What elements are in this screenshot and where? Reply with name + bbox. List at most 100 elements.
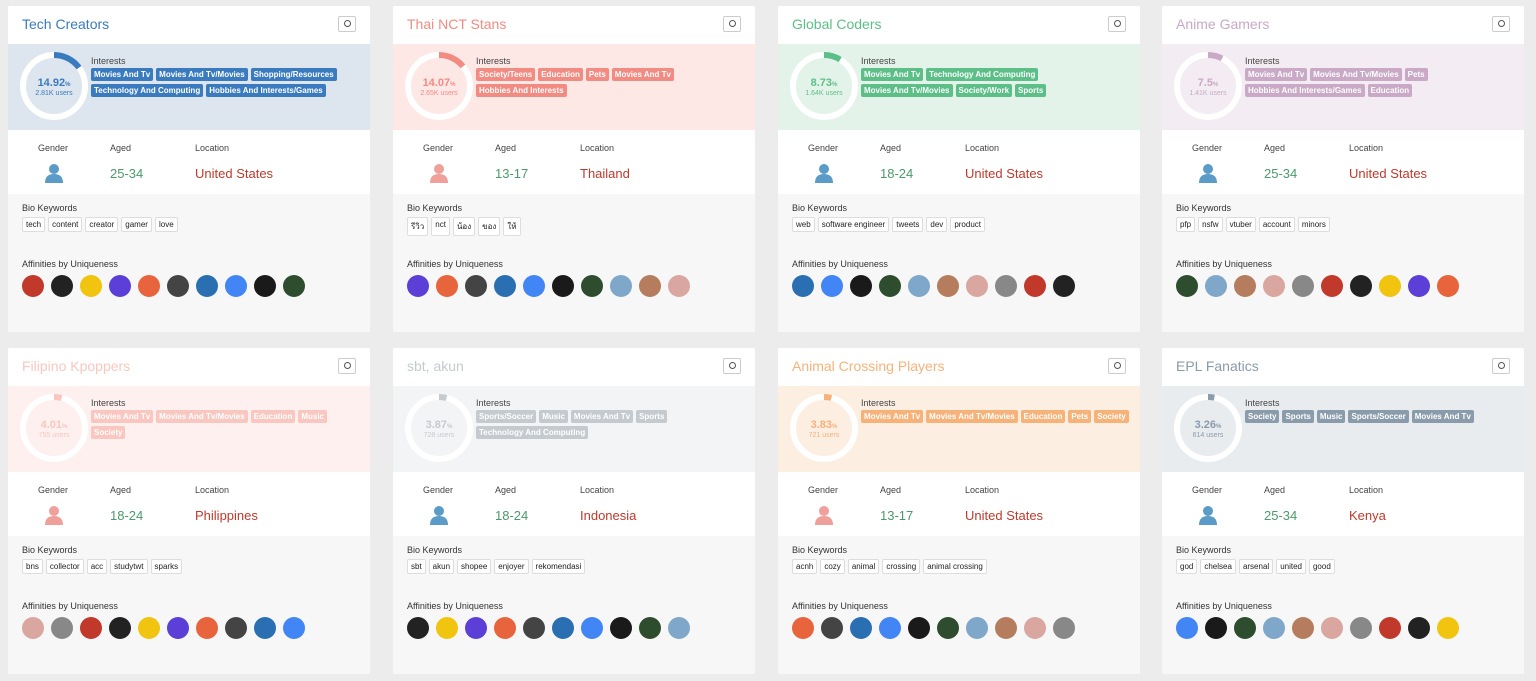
affinity-icon: [254, 617, 276, 639]
bio-tag: rekomendasi: [531, 559, 586, 574]
aged-label: Aged: [880, 485, 902, 495]
bio-label: Bio Keywords: [407, 545, 463, 555]
ring-arc: [823, 394, 833, 401]
interest-tag: Society/Work: [955, 84, 1013, 97]
body: [1199, 516, 1217, 525]
bio-section: Bio Keywords sbt akun shopee enjoyer rekomend…: [393, 536, 755, 674]
head: [434, 164, 444, 174]
location-label: Location: [580, 143, 615, 153]
location-label: Location: [580, 485, 615, 495]
affinity-icon: [1234, 275, 1256, 297]
bio-tag: รีวิว: [407, 217, 429, 236]
card: Anime Gamers 7.5% 1.41K users Interests Movi…: [1162, 6, 1524, 332]
affinity-icon: [552, 275, 574, 297]
bio-tags: pfp nsfw vtuber account minors: [1176, 217, 1330, 232]
location-value: Kenya: [1349, 508, 1386, 523]
affinity-icon: [1205, 617, 1227, 639]
affinity-icon: [1053, 617, 1075, 639]
affinity-icon: [109, 617, 131, 639]
affinity-icon: [138, 617, 160, 639]
bio-tag: akun: [428, 559, 455, 574]
interest-tag: Movies And Tv/Movies: [1310, 68, 1402, 81]
affinity-icon: [1053, 275, 1075, 297]
percent-value: 4.01: [40, 419, 63, 431]
bio-label: Bio Keywords: [1176, 545, 1232, 555]
percent: 3.83%: [788, 419, 860, 431]
aged-label: Aged: [495, 143, 517, 153]
affinity-icon: [1321, 617, 1343, 639]
bio-section: Bio Keywords bns collector acc studytwt spark…: [8, 536, 370, 674]
bio-tag: arsenal: [1238, 559, 1274, 574]
aged-value: 18-24: [495, 508, 529, 523]
card-title: Tech Creators: [22, 16, 110, 32]
bio-tag: software engineer: [817, 217, 890, 232]
head: [1203, 506, 1213, 516]
body: [430, 516, 448, 525]
card-title: Anime Gamers: [1176, 16, 1270, 32]
interest-tag: Movies And Tv: [861, 410, 924, 423]
interest-tags: Movies And Tv Movies And Tv/Movies Educati…: [861, 410, 1131, 423]
bio-tag: united: [1276, 559, 1306, 574]
bio-tag: shopee: [457, 559, 492, 574]
affinity-icon: [523, 275, 545, 297]
users: 2.65K users: [420, 90, 458, 97]
interest-tag: Education: [1367, 84, 1413, 97]
affinity-icon: [407, 275, 429, 297]
export-button[interactable]: [1492, 16, 1510, 32]
aged-value: 13-17: [495, 166, 529, 181]
gender-icon: [45, 164, 63, 183]
affinity-icon: [639, 617, 661, 639]
interest-tag: Movies And Tv/Movies: [926, 410, 1018, 423]
interest-tag: Technology And Computing: [926, 68, 1039, 81]
affinities-label: Affinities by Uniqueness: [792, 601, 888, 611]
aged-label: Aged: [880, 143, 902, 153]
gender-label: Gender: [423, 143, 454, 153]
interest-tag: Shopping/Resources: [250, 68, 337, 81]
bio-section: Bio Keywords god chelsea arsenal united good A…: [1162, 536, 1524, 674]
export-button[interactable]: [338, 358, 356, 374]
card: sbt, akun 3.87% 728 users Interests Sports/S…: [393, 348, 755, 674]
interest-band: 8.73% 1.64K users Interests Movies And Tv Te…: [778, 44, 1140, 130]
bio-tag: ของ: [478, 217, 501, 236]
users: 728 users: [423, 432, 455, 439]
export-button[interactable]: [1108, 16, 1126, 32]
bio-tag: enjoyer: [494, 559, 529, 574]
gender-label: Gender: [808, 485, 839, 495]
export-button[interactable]: [338, 16, 356, 32]
aged-value: 18-24: [110, 508, 144, 523]
bio-tag: vtuber: [1225, 217, 1256, 232]
export-button[interactable]: [723, 358, 741, 374]
interest-tag: Education: [538, 68, 583, 81]
percent-sign: %: [1212, 82, 1219, 88]
bio-tag: god: [1176, 559, 1198, 574]
gender-label: Gender: [423, 485, 454, 495]
affinity-icon: [1263, 617, 1285, 639]
interests-label: Interests: [1245, 56, 1280, 66]
location-value: United States: [195, 166, 274, 181]
affinity-icon: [792, 617, 814, 639]
location-label: Location: [1349, 485, 1384, 495]
gender-label: Gender: [1192, 143, 1223, 153]
interest-tag: Movies And Tv/Movies: [861, 84, 953, 97]
card: EPL Fanatics 3.26% 614 users Interests Socie…: [1162, 348, 1524, 674]
interest-tag: Sports/Soccer: [1348, 410, 1409, 423]
export-button[interactable]: [1108, 358, 1126, 374]
ring-arc: [1207, 394, 1215, 401]
gender-label: Gender: [808, 143, 839, 153]
affinity-icon: [1292, 275, 1314, 297]
percent-value: 14.92: [37, 77, 66, 89]
export-button[interactable]: [723, 16, 741, 32]
export-button[interactable]: [1492, 358, 1510, 374]
affinity-icon: [436, 275, 458, 297]
interest-tags: Movies And Tv Movies And Tv/Movies Shoppin…: [91, 68, 361, 97]
head: [819, 164, 829, 174]
interest-tag: Society: [91, 426, 126, 439]
ring-arc: [53, 52, 82, 70]
affinity-icon: [610, 617, 632, 639]
affinity-icon: [22, 617, 44, 639]
bio-tag: creator: [85, 217, 119, 232]
interest-tag: Society: [1245, 410, 1280, 423]
affinity-icon: [22, 275, 44, 297]
affinity-icon: [283, 275, 305, 297]
bio-tag: good: [1308, 559, 1335, 574]
